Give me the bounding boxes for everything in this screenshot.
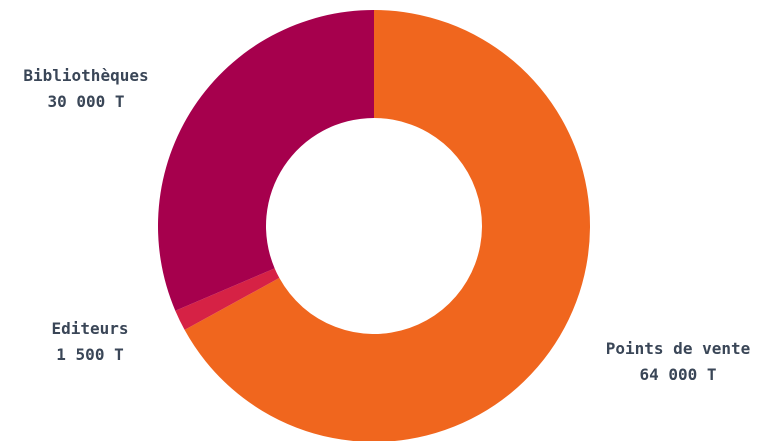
slice-bibliotheques xyxy=(157,10,374,311)
label-bibliotheques-name: Bibliothèques xyxy=(23,66,149,85)
slice-points-de-vente xyxy=(184,10,590,441)
label-editeurs-value: 1 500 T xyxy=(56,345,124,364)
label-bibliotheques-value: 30 000 T xyxy=(47,92,125,111)
slice-editeurs xyxy=(175,268,280,330)
label-points-de-vente-value: 64 000 T xyxy=(639,365,717,384)
label-bibliotheques: Bibliothèques 30 000 T xyxy=(6,63,166,115)
label-points-de-vente: Points de vente 64 000 T xyxy=(588,336,766,388)
label-points-de-vente-name: Points de vente xyxy=(605,339,751,358)
label-editeurs: Editeurs 1 500 T xyxy=(20,316,160,368)
label-editeurs-name: Editeurs xyxy=(51,319,129,338)
donut-slices xyxy=(157,10,590,441)
